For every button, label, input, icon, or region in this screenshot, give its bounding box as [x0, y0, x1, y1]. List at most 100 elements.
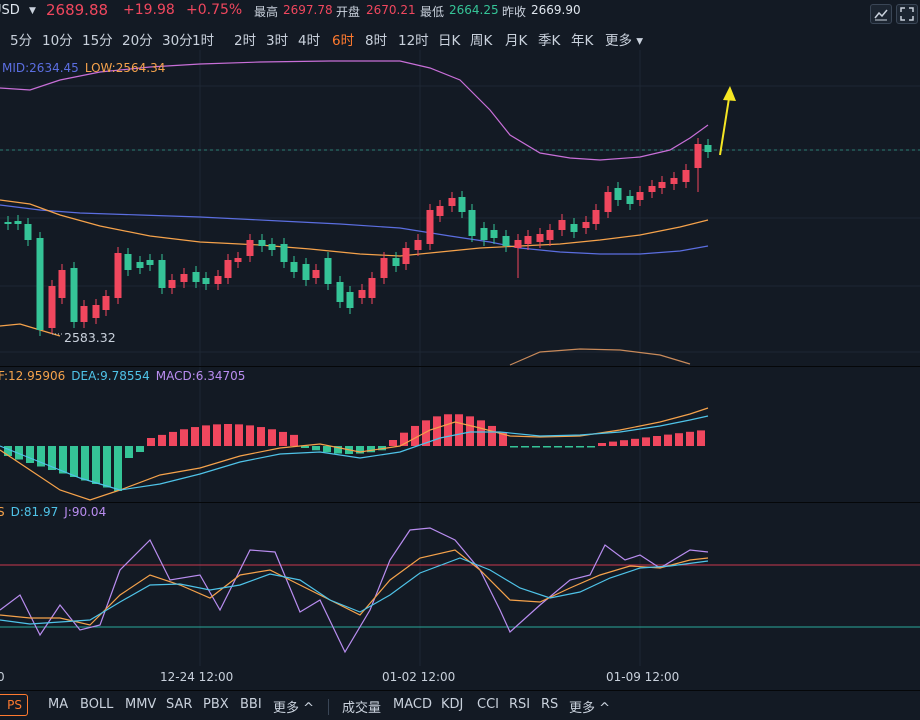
candle-body: [368, 278, 376, 298]
macd-bar: [136, 446, 144, 452]
macd-bar: [147, 438, 155, 446]
symbol-name[interactable]: USD: [0, 3, 20, 18]
prev-close-value: 2669.90: [531, 3, 581, 17]
interval-tab[interactable]: 年K: [571, 33, 594, 49]
caret-down-icon[interactable]: ▼: [29, 6, 36, 16]
macd-bar: [400, 432, 408, 446]
interval-tab[interactable]: 周K: [470, 33, 493, 49]
boll-legend: MID:2634.45 LOW:2564.34: [2, 61, 171, 75]
overlay-tab[interactable]: MMV: [125, 697, 157, 712]
interval-tab[interactable]: 15分: [82, 33, 113, 49]
overlay-tab[interactable]: SAR: [166, 697, 193, 712]
candle-body: [524, 236, 532, 244]
candle-body: [102, 296, 110, 310]
interval-tab[interactable]: 10分: [42, 33, 73, 49]
expand-button[interactable]: [896, 4, 918, 24]
macd-bar: [213, 424, 221, 446]
interval-tab[interactable]: 5分: [10, 33, 33, 49]
price-change-pct: +0.75%: [186, 2, 243, 18]
draw-line-button[interactable]: [870, 4, 892, 24]
candle-body: [536, 234, 544, 242]
macd-bar: [191, 427, 199, 446]
interval-tab[interactable]: 12时: [398, 33, 429, 49]
macd-bar: [15, 446, 23, 460]
macd-bar: [367, 446, 375, 453]
low-label: 最低: [420, 5, 445, 19]
kdj-d-legend: D:81.97: [10, 505, 59, 519]
time-axis: 0 12-24 12:00 01-02 12:00 01-09 12:00: [0, 670, 920, 686]
interval-tab[interactable]: 2时: [234, 33, 257, 49]
candle-body: [346, 292, 354, 308]
candle-body: [180, 274, 188, 282]
candle-body: [214, 276, 222, 284]
boll-low-legend: LOW:2564.34: [84, 61, 166, 75]
macd-bar: [389, 440, 397, 446]
indicator-tab[interactable]: RSI: [509, 697, 531, 712]
candle-body: [402, 248, 410, 264]
active-overlay-pill[interactable]: PS: [0, 694, 28, 716]
interval-tab[interactable]: 8时: [365, 33, 388, 49]
indicator-tab[interactable]: KDJ: [441, 697, 464, 712]
overlay-tab[interactable]: PBX: [203, 697, 229, 712]
interval-tab[interactable]: 4时: [298, 33, 321, 49]
macd-dea-line: [0, 415, 709, 491]
candle-body: [490, 230, 498, 238]
macd-bar: [169, 431, 177, 446]
candle-body: [312, 270, 320, 278]
candle-body: [58, 270, 66, 298]
interval-tab[interactable]: 30分: [162, 33, 193, 49]
candle-body: [136, 262, 144, 268]
candle-body: [80, 306, 88, 322]
candle-body: [124, 254, 132, 270]
macd-bar: [26, 446, 34, 463]
interval-tab[interactable]: 20分: [122, 33, 153, 49]
candle-body: [114, 253, 122, 298]
interval-tab[interactable]: 3时: [266, 33, 289, 49]
macd-bar: [488, 425, 496, 446]
interval-tab[interactable]: 日K: [438, 33, 461, 49]
indicator-tab[interactable]: MACD: [393, 697, 432, 712]
overlay-tab[interactable]: BBI: [240, 697, 262, 712]
indicator-tab[interactable]: CCI: [477, 697, 499, 712]
indicator-tab[interactable]: 更多 ^: [569, 701, 611, 716]
macd-bar: [675, 433, 683, 446]
indicator-tab[interactable]: 成交量: [342, 701, 382, 716]
pane-divider[interactable]: [0, 366, 920, 367]
macd-bar: [334, 446, 342, 454]
min-price-label: 2583.32: [64, 330, 116, 345]
candle-body: [380, 258, 388, 278]
candle-body: [426, 210, 434, 244]
indicator-tab[interactable]: RS: [541, 697, 559, 712]
interval-tab[interactable]: 1时: [192, 33, 215, 49]
indicator-bar: PS MA BOLL MMV SAR PBX BBI 更多 ^ 成交量 MACD KDJ CCI R…: [0, 690, 920, 720]
overlay-tab[interactable]: 更多 ^: [273, 701, 315, 716]
kdj-j-line: [0, 527, 709, 654]
interval-tab[interactable]: 更多 ▾: [605, 33, 644, 49]
boll-mid-line: [0, 204, 709, 255]
candle-body: [636, 192, 644, 200]
macd-bar: [510, 446, 518, 448]
price-chart[interactable]: [0, 0, 920, 690]
candle-body: [158, 260, 166, 288]
overlay-tab[interactable]: MA: [48, 697, 69, 712]
macd-bar: [554, 446, 562, 448]
date-label: 12-24 12:00: [160, 670, 234, 684]
candle-body: [626, 196, 634, 204]
candle-body: [480, 228, 488, 240]
candle-body: [392, 258, 400, 266]
candle-body: [224, 260, 232, 278]
macd-bar: [565, 446, 573, 448]
interval-tab[interactable]: 月K: [505, 33, 528, 49]
date-label: 01-09 12:00: [606, 670, 680, 684]
candle-body: [24, 224, 32, 240]
macd-bar: [224, 424, 232, 446]
overlay-tab[interactable]: BOLL: [80, 697, 114, 712]
pane-divider-2[interactable]: [0, 502, 920, 503]
interval-tab[interactable]: 6时: [332, 33, 355, 49]
interval-tab[interactable]: 季K: [538, 33, 561, 49]
date-label: 01-02 12:00: [382, 670, 456, 684]
macd-bar: [466, 416, 474, 446]
candle-body: [582, 222, 590, 228]
macd-bar: [202, 425, 210, 446]
macd-bar: [301, 446, 309, 448]
